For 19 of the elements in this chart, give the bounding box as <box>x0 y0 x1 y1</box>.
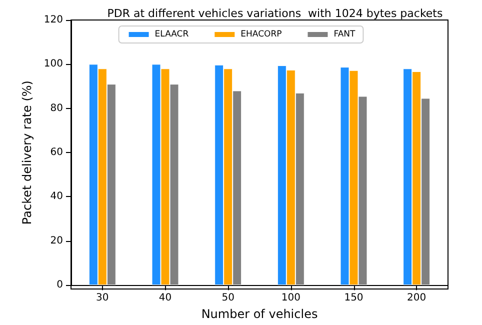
y-tick-label: 60 <box>50 147 63 158</box>
y-tick-label: 80 <box>50 102 63 114</box>
y-axis-title: Packet delivery rate (%) <box>20 80 34 225</box>
y-tick-label: 100 <box>44 58 63 70</box>
x-tick-label: 40 <box>158 292 172 304</box>
y-tick-label: 20 <box>50 235 63 246</box>
x-tick-label: 100 <box>281 292 300 304</box>
x-tick-label: 30 <box>96 292 109 304</box>
x-axis-title: Number of vehicles <box>201 307 318 321</box>
x-tick-label: 150 <box>344 292 364 304</box>
x-tick-label: 50 <box>222 292 234 304</box>
y-tick-label: 0 <box>56 280 63 291</box>
legend-label: EHACORP <box>240 30 282 40</box>
legend-label: ELAACR <box>154 30 189 40</box>
x-tick-label: 200 <box>407 292 426 304</box>
y-tick-label: 40 <box>50 191 63 202</box>
chart-title: PDR at different vehicles variations with 1024 bytes packets <box>107 7 443 20</box>
legend-label: FANT <box>334 30 356 40</box>
y-tick-label: 120 <box>44 14 63 26</box>
